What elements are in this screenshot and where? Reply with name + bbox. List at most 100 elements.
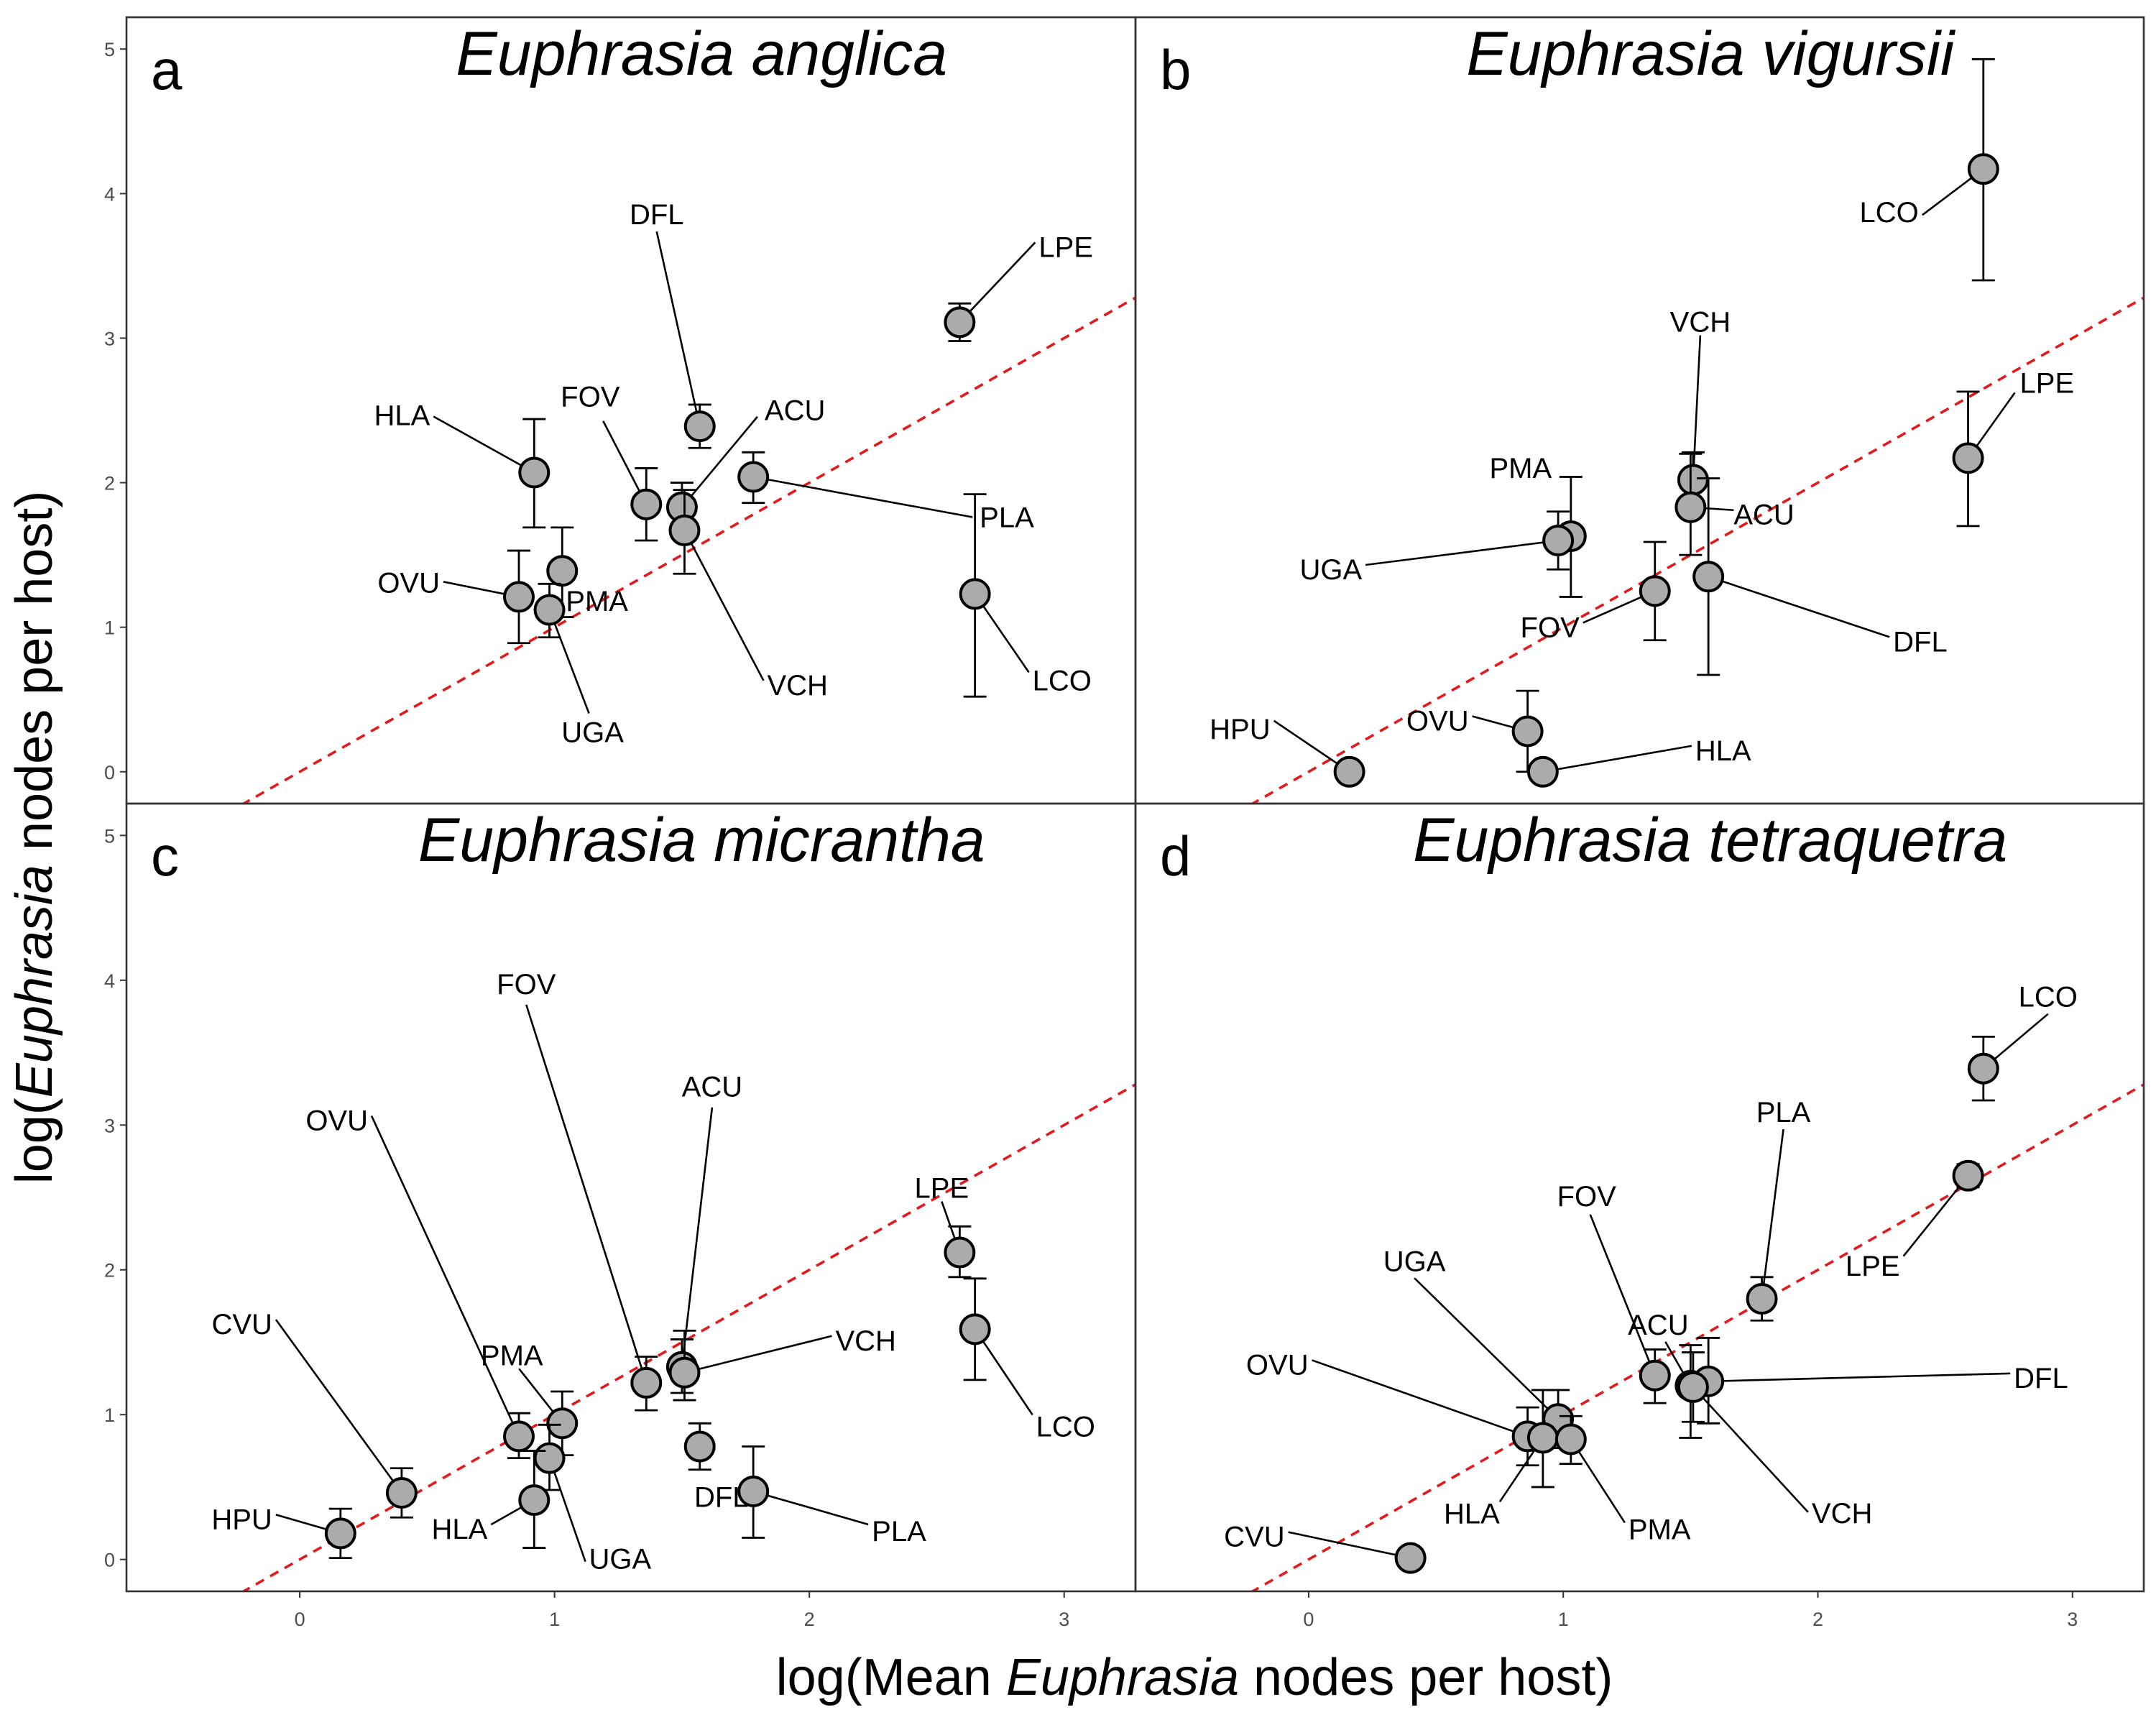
point-label: LCO [1036,1411,1095,1443]
data-point-pla: PLA [1746,1097,1811,1322]
point-marker [533,594,566,626]
x-axis-title-prefix: log(Mean [776,1649,1006,1706]
point-label: ACU [1628,1310,1688,1341]
point-marker [1511,715,1544,748]
data-point-vch: VCH [668,1325,896,1402]
point-label: OVU [377,567,440,599]
x-axis-title: log(Mean Euphrasia nodes per host) [776,1649,1613,1706]
point-label: PLA [1756,1097,1811,1128]
data-point-lco: LCO [959,493,1092,698]
panel-title: Euphrasia micrantha [418,806,985,875]
data-point-ovu: OVU [305,1105,535,1460]
y-tick-label: 1 [104,1404,115,1426]
point-marker [1526,755,1559,788]
point-label: HLA [374,400,430,431]
data-point-uga: UGA [1299,510,1575,586]
data-point-dfl: DFL [1692,1337,2068,1425]
point-marker [1952,442,1984,474]
data-point-lpe: LPE [1846,1159,1984,1282]
data-point-lco: LCO [959,1277,1095,1443]
data-point-cvu: CVU [211,1309,418,1519]
point-marker [1394,1542,1427,1574]
point-label: PLA [980,502,1034,534]
panels-layer: 0 1 2 3 4 5 a Euphrasia anglica DFL LPE ACU FOV HLA P… [104,16,2145,1630]
point-label: HLA [1444,1498,1500,1530]
label-leader-line [681,1107,714,1367]
point-label: DFL [2014,1363,2068,1394]
point-marker [1746,1283,1778,1315]
label-leader-line [1761,1128,1784,1300]
label-leader-line [1542,745,1692,773]
point-label: OVU [1406,705,1469,737]
point-label: DFL [1893,626,1948,658]
label-leader-line [752,1490,869,1526]
point-label: PMA [481,1340,543,1371]
point-label: PLA [872,1516,926,1547]
x-tick-label: 1 [549,1609,560,1630]
data-point-fov: FOV [497,969,663,1412]
label-leader-line [681,415,758,508]
point-marker [1677,464,1709,496]
point-label: VCH [767,670,827,702]
point-label: HPU [211,1504,272,1535]
point-label: ACU [765,395,825,427]
point-label: LCO [2019,982,2078,1013]
point-marker [1677,1371,1709,1403]
point-marker [385,1477,418,1509]
point-marker [683,1430,716,1463]
point-marker [1542,524,1575,556]
panel-title: Euphrasia tetraquetra [1413,806,2007,875]
data-point-ovu: OVU [377,549,535,645]
point-marker [1692,561,1725,593]
label-leader-line [1902,1174,1969,1257]
data-point-pma: PMA [481,1340,579,1457]
label-leader-line [974,593,1030,673]
data-point-fov: FOV [1521,540,1671,643]
point-label: PMA [1628,1514,1691,1545]
point-label: LPE [2020,367,2075,399]
label-leader-line [1312,1359,1529,1438]
point-marker [1639,575,1671,607]
label-leader-line [1414,1277,1560,1420]
point-marker [959,578,991,610]
point-label: VCH [1812,1498,1872,1530]
label-leader-line [1708,1372,2011,1383]
label-leader-line [959,242,1036,323]
y-tick-label: 0 [104,762,115,783]
point-marker [1674,491,1707,523]
x-tick-label: 2 [804,1609,815,1630]
data-point-lpe: LPE [915,1173,976,1279]
x-tick-label: 0 [295,1609,305,1630]
label-leader-line [1692,1386,1809,1513]
x-tick-label: 3 [1059,1609,1069,1630]
data-point-vch: VCH [1670,307,1731,506]
point-label: FOV [561,382,620,413]
point-label: OVU [1246,1349,1309,1381]
reference-line [241,296,1135,804]
point-marker [1639,1359,1671,1392]
data-point-vch: VCH [668,489,828,702]
y-tick-label: 0 [104,1550,115,1571]
data-point-dfl: DFL [630,199,716,449]
reference-line [241,1083,1135,1591]
label-leader-line [1708,576,1890,638]
point-label: FOV [497,969,556,1000]
point-label: LPE [915,1173,969,1205]
y-tick-label: 1 [104,617,115,639]
label-leader-line [548,1458,586,1563]
point-label: OVU [305,1105,368,1136]
point-marker [1333,755,1365,788]
y-axis-title-italic: Euphrasia [6,865,63,1098]
data-point-hla: HLA [374,400,550,529]
data-point-hla: HLA [1526,735,1751,788]
label-leader-line [683,530,765,681]
label-leader-line [655,231,701,427]
panel-title: Euphrasia vigursii [1466,19,1956,88]
x-axis-title-suffix: nodes per host) [1239,1649,1613,1706]
point-label: VCH [835,1325,895,1357]
y-tick-label: 2 [104,1260,115,1282]
y-tick-label: 4 [104,970,115,992]
label-leader-line [275,1319,402,1494]
y-tick-label: 3 [104,1115,115,1136]
